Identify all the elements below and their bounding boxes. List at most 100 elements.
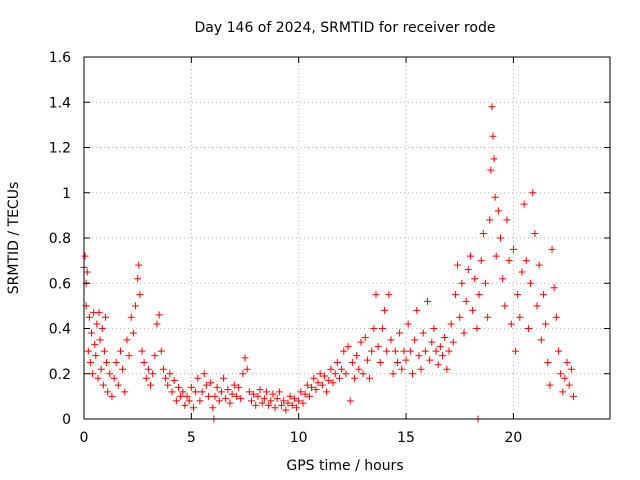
data-point bbox=[147, 381, 155, 389]
data-point bbox=[518, 268, 526, 276]
data-point bbox=[477, 257, 485, 265]
data-point bbox=[230, 381, 238, 389]
chart-title: Day 146 of 2024, SRMTID for receiver rod… bbox=[195, 20, 496, 36]
data-point bbox=[123, 336, 131, 344]
data-point bbox=[256, 386, 264, 394]
y-tick-label: 0 bbox=[62, 412, 71, 428]
data-point bbox=[432, 347, 440, 355]
data-point bbox=[136, 291, 144, 299]
data-point bbox=[522, 257, 530, 265]
data-point bbox=[226, 399, 234, 407]
data-point bbox=[471, 275, 479, 283]
y-tick-label: 0.8 bbox=[49, 231, 71, 247]
data-point bbox=[286, 392, 294, 400]
data-point bbox=[295, 397, 303, 405]
data-point bbox=[516, 313, 524, 321]
x-tick-label: 10 bbox=[290, 430, 308, 446]
data-point bbox=[177, 392, 185, 400]
data-point bbox=[398, 365, 406, 373]
data-point bbox=[91, 340, 99, 348]
data-point bbox=[542, 320, 550, 328]
data-point bbox=[535, 261, 543, 269]
data-point bbox=[424, 297, 432, 305]
data-point bbox=[333, 358, 341, 366]
data-point bbox=[103, 358, 111, 366]
data-point bbox=[445, 347, 453, 355]
data-point bbox=[548, 245, 556, 253]
data-point bbox=[501, 302, 509, 310]
data-point bbox=[198, 388, 206, 396]
data-point bbox=[288, 401, 296, 409]
y-tick-label: 0.6 bbox=[49, 276, 71, 292]
data-point bbox=[269, 390, 277, 398]
data-point bbox=[387, 336, 395, 344]
data-point bbox=[537, 336, 545, 344]
data-point bbox=[189, 404, 197, 412]
data-point bbox=[404, 320, 412, 328]
data-point bbox=[144, 365, 152, 373]
data-point bbox=[290, 395, 298, 403]
data-point bbox=[436, 343, 444, 351]
data-point bbox=[138, 347, 146, 355]
data-point bbox=[492, 252, 500, 260]
data-point bbox=[185, 397, 193, 405]
x-axis-label: GPS time / hours bbox=[286, 458, 403, 474]
data-point bbox=[458, 279, 466, 287]
data-point bbox=[400, 347, 408, 355]
data-point bbox=[179, 388, 187, 396]
data-point bbox=[222, 395, 230, 403]
data-point bbox=[559, 388, 567, 396]
data-point bbox=[393, 358, 401, 366]
data-point bbox=[207, 379, 215, 387]
data-point bbox=[172, 397, 180, 405]
data-point bbox=[299, 399, 307, 407]
data-point bbox=[101, 313, 109, 321]
data-point bbox=[323, 388, 331, 396]
data-point bbox=[88, 329, 96, 337]
data-point bbox=[497, 234, 505, 242]
data-point bbox=[252, 401, 260, 409]
data-point bbox=[254, 392, 262, 400]
data-point bbox=[546, 381, 554, 389]
data-point bbox=[489, 132, 497, 140]
data-point bbox=[531, 229, 539, 237]
data-point bbox=[469, 306, 477, 314]
data-point bbox=[213, 383, 221, 391]
data-point bbox=[460, 329, 468, 337]
data-point bbox=[312, 386, 320, 394]
data-point bbox=[247, 397, 255, 405]
data-point bbox=[318, 381, 326, 389]
data-point bbox=[260, 395, 268, 403]
data-point bbox=[104, 388, 112, 396]
data-point bbox=[284, 399, 292, 407]
data-point bbox=[499, 275, 507, 283]
data-point bbox=[125, 352, 133, 360]
data-point bbox=[361, 334, 369, 342]
data-point bbox=[396, 329, 404, 337]
x-tick-labels: 0 5 10 15 20 bbox=[80, 430, 523, 446]
data-point bbox=[98, 325, 106, 332]
data-point bbox=[464, 266, 472, 274]
data-point bbox=[454, 261, 462, 269]
data-point bbox=[81, 252, 89, 260]
data-point bbox=[217, 388, 225, 396]
data-point bbox=[83, 268, 91, 276]
data-point bbox=[411, 336, 419, 344]
y-tick-label: 1.6 bbox=[49, 50, 71, 66]
data-point bbox=[550, 284, 558, 292]
data-point bbox=[89, 370, 97, 378]
data-point bbox=[428, 338, 436, 346]
data-point bbox=[351, 374, 359, 382]
data-point bbox=[99, 381, 107, 389]
data-point bbox=[134, 275, 142, 283]
data-point bbox=[95, 309, 103, 317]
data-point bbox=[316, 370, 324, 378]
data-point bbox=[235, 383, 243, 391]
data-point bbox=[419, 329, 427, 337]
data-point bbox=[174, 383, 182, 391]
data-point bbox=[503, 216, 511, 224]
data-point bbox=[413, 306, 421, 314]
data-point bbox=[441, 334, 449, 342]
data-point bbox=[170, 377, 178, 385]
